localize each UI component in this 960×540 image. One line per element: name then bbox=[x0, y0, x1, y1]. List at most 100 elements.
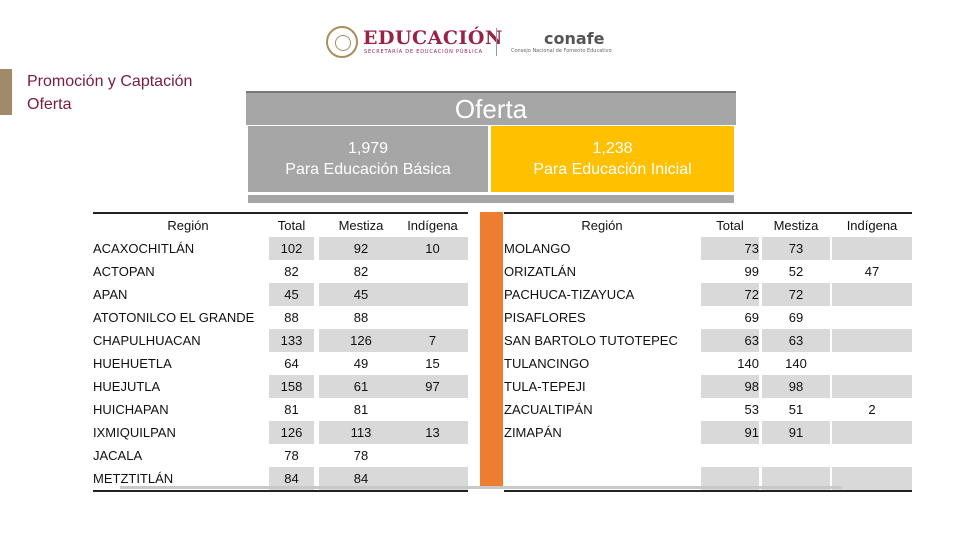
table-row: PACHUCA-TIZAYUCA 72 72 bbox=[504, 283, 912, 306]
table-row: METZTITLÁN 84 84 bbox=[93, 467, 468, 490]
table-row bbox=[504, 444, 912, 467]
value-cell bbox=[832, 352, 912, 375]
basica-label: Para Educación Básica bbox=[285, 161, 451, 178]
value-cell: 64 bbox=[284, 356, 299, 371]
education-brand-logo: EDUCACIÓN bbox=[363, 27, 503, 49]
value-cell: 140 bbox=[785, 356, 807, 371]
region-cell: IXMIQUILPAN bbox=[93, 425, 176, 440]
value-cell bbox=[701, 444, 759, 467]
table-header-row: Región Total Mestiza Indígena bbox=[93, 214, 468, 237]
section-title: Promoción y Captación bbox=[27, 73, 193, 90]
region-cell: HUEJUTLA bbox=[93, 379, 161, 394]
value-cell bbox=[832, 283, 912, 306]
region-cell: ATOTONILCO EL GRANDE bbox=[93, 310, 255, 325]
table-row: MOLANGO 73 73 bbox=[504, 237, 912, 260]
region-cell: JACALA bbox=[93, 448, 143, 463]
table-divider bbox=[480, 212, 503, 487]
table-bottom-rule bbox=[93, 490, 468, 492]
logo-divider bbox=[496, 28, 497, 56]
value-cell: 82 bbox=[353, 264, 369, 279]
table-row: ATOTONILCO EL GRANDE 88 88 bbox=[93, 306, 468, 329]
value-cell: 73 bbox=[701, 237, 759, 260]
region-cell: CHAPULHUACAN bbox=[93, 333, 201, 348]
value-cell bbox=[832, 467, 912, 490]
value-cell: 84 bbox=[269, 467, 314, 490]
value-cell: 99 bbox=[744, 264, 759, 279]
left-region-table: Región Total Mestiza Indígena ACAXOCHITLÁN 10… bbox=[93, 212, 468, 492]
value-cell bbox=[397, 398, 468, 421]
region-cell: ORIZATLÁN bbox=[504, 264, 576, 279]
region-cell: SAN BARTOLO TUTOTEPEC bbox=[504, 333, 678, 348]
region-cell: HUEHUETLA bbox=[93, 356, 172, 371]
value-cell: 7 bbox=[397, 329, 468, 352]
value-cell: 140 bbox=[737, 356, 759, 371]
value-cell: 91 bbox=[701, 421, 759, 444]
value-cell: 10 bbox=[397, 237, 468, 260]
value-cell: 72 bbox=[701, 283, 759, 306]
region-cell bbox=[504, 444, 700, 467]
value-cell: 73 bbox=[762, 237, 830, 260]
table-row: IXMIQUILPAN 126 113 13 bbox=[93, 421, 468, 444]
table-row: TULANCINGO 140 140 bbox=[504, 352, 912, 375]
region-cell: METZTITLÁN bbox=[93, 471, 174, 486]
value-cell: 133 bbox=[269, 329, 314, 352]
value-cell: 13 bbox=[397, 421, 468, 444]
table-row: JACALA 78 78 bbox=[93, 444, 468, 467]
column-header: Indígena bbox=[407, 218, 458, 233]
value-cell bbox=[832, 444, 912, 467]
column-header: Total bbox=[277, 218, 306, 233]
value-cell: 98 bbox=[762, 375, 830, 398]
value-cell: 88 bbox=[353, 310, 369, 325]
value-cell: 45 bbox=[269, 283, 314, 306]
value-cell: 69 bbox=[744, 310, 759, 325]
side-accent-bar bbox=[0, 69, 12, 115]
inicial-label: Para Educación Inicial bbox=[533, 161, 692, 178]
value-cell: 113 bbox=[319, 421, 403, 444]
education-brand-subtitle: SECRETARÍA DE EDUCACIÓN PÚBLICA bbox=[364, 49, 483, 55]
conafe-subtitle: Consejo Nacional de Fomento Educativo bbox=[511, 48, 612, 54]
value-cell: 126 bbox=[269, 421, 314, 444]
region-cell: HUICHAPAN bbox=[93, 402, 169, 417]
value-cell bbox=[832, 329, 912, 352]
region-cell: ACTOPAN bbox=[93, 264, 155, 279]
table-bottom-rule bbox=[504, 490, 912, 492]
value-cell: 69 bbox=[788, 310, 804, 325]
region-cell: TULA-TEPEJI bbox=[504, 379, 586, 394]
region-cell: TULANCINGO bbox=[504, 356, 590, 371]
table-row: TULA-TEPEJI 98 98 bbox=[504, 375, 912, 398]
value-cell: 45 bbox=[319, 283, 403, 306]
region-cell: ZACUALTIPÁN bbox=[504, 402, 593, 417]
table-top-rule bbox=[93, 212, 468, 214]
value-cell: 82 bbox=[284, 264, 299, 279]
education-seal-logo bbox=[326, 26, 358, 58]
value-cell: 78 bbox=[284, 448, 299, 463]
table-row: HUICHAPAN 81 81 bbox=[93, 398, 468, 421]
offer-title: Oferta bbox=[454, 94, 528, 124]
separator-bar bbox=[248, 195, 734, 203]
region-cell: MOLANGO bbox=[504, 241, 571, 256]
value-cell: 126 bbox=[319, 329, 403, 352]
value-cell bbox=[832, 237, 912, 260]
region-cell: ACAXOCHITLÁN bbox=[93, 241, 195, 256]
value-cell: 92 bbox=[319, 237, 403, 260]
right-region-table: Región Total Mestiza Indígena MOLANGO 73 73 ORI… bbox=[504, 212, 912, 492]
table-row: APAN 45 45 bbox=[93, 283, 468, 306]
conafe-logo: conafe bbox=[544, 29, 605, 48]
value-cell bbox=[832, 306, 912, 329]
value-cell: 81 bbox=[284, 402, 299, 417]
value-cell bbox=[397, 306, 468, 329]
value-cell: 158 bbox=[269, 375, 314, 398]
value-cell: 61 bbox=[319, 375, 403, 398]
table-row: SAN BARTOLO TUTOTEPEC 63 63 bbox=[504, 329, 912, 352]
table-row: CHAPULHUACAN 133 126 7 bbox=[93, 329, 468, 352]
basica-summary-box: 1,979 Para Educación Básica bbox=[248, 126, 488, 192]
value-cell: 49 bbox=[353, 356, 369, 371]
value-cell bbox=[832, 375, 912, 398]
value-cell: 15 bbox=[425, 356, 440, 371]
column-header: Mestiza bbox=[338, 218, 384, 233]
value-cell: 53 bbox=[744, 402, 759, 417]
region-cell: ZIMAPÁN bbox=[504, 425, 562, 440]
value-cell: 102 bbox=[269, 237, 314, 260]
value-cell: 91 bbox=[762, 421, 830, 444]
region-cell: PACHUCA-TIZAYUCA bbox=[504, 287, 635, 302]
